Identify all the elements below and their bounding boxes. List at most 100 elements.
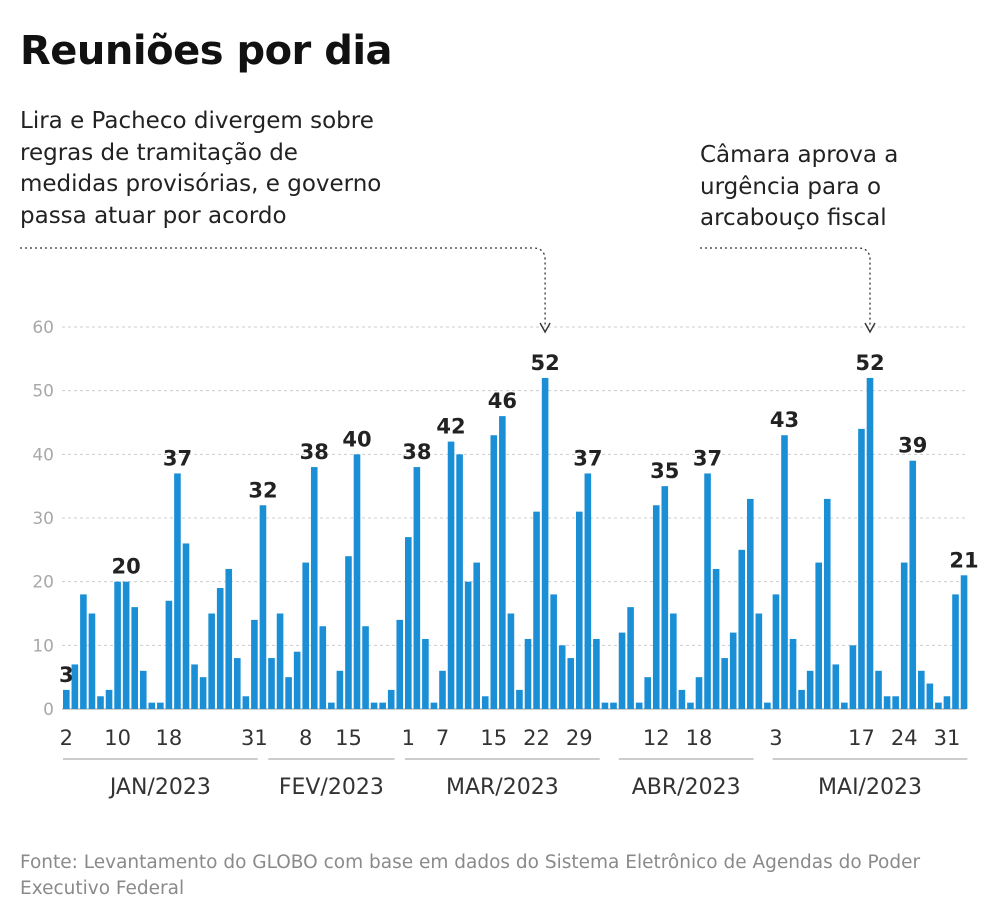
y-tick-label: 50 bbox=[32, 382, 54, 402]
bar bbox=[883, 696, 891, 709]
x-tick-label: 31 bbox=[241, 726, 268, 750]
bar bbox=[678, 689, 686, 709]
bar bbox=[387, 689, 395, 709]
bar bbox=[353, 454, 361, 709]
x-tick-label: 2 bbox=[60, 726, 73, 750]
bar bbox=[781, 435, 788, 709]
bar bbox=[71, 664, 79, 709]
y-tick-label: 40 bbox=[32, 445, 54, 465]
data-label: 20 bbox=[112, 555, 141, 579]
bar bbox=[627, 607, 634, 709]
callouts bbox=[20, 247, 876, 334]
x-tick-label: 31 bbox=[934, 726, 961, 750]
bar bbox=[635, 702, 643, 709]
bar bbox=[644, 677, 651, 709]
bars bbox=[63, 377, 968, 709]
bar bbox=[430, 702, 438, 709]
bar bbox=[900, 562, 908, 709]
bar bbox=[858, 428, 865, 709]
bar bbox=[721, 658, 728, 709]
bar bbox=[413, 467, 421, 709]
bar bbox=[447, 441, 455, 709]
data-label: 35 bbox=[650, 459, 679, 483]
bar bbox=[866, 377, 874, 709]
bar bbox=[490, 435, 498, 709]
annotation-fiscal-framework: Câmara aprova a urgência para o arcabouç… bbox=[700, 142, 899, 231]
bar bbox=[550, 594, 557, 709]
bar bbox=[601, 702, 609, 709]
bar bbox=[88, 613, 96, 709]
x-tick-label: 15 bbox=[335, 726, 362, 750]
month-label: MAR/2023 bbox=[446, 775, 559, 800]
bar bbox=[328, 702, 335, 709]
chart-title: Reuniões por dia bbox=[20, 28, 393, 74]
bar bbox=[208, 613, 215, 709]
bar bbox=[165, 600, 173, 709]
bar bbox=[499, 416, 506, 709]
bar bbox=[533, 511, 540, 709]
data-label: 46 bbox=[488, 389, 517, 413]
x-tick-label: 7 bbox=[436, 726, 449, 750]
bar bbox=[661, 486, 669, 709]
bar bbox=[729, 632, 737, 709]
bar bbox=[216, 588, 224, 709]
bar bbox=[652, 505, 660, 709]
bar bbox=[139, 670, 147, 709]
bar bbox=[841, 702, 848, 709]
bar bbox=[738, 549, 746, 709]
bar bbox=[576, 511, 583, 709]
y-tick-label: 0 bbox=[43, 700, 54, 720]
bar bbox=[618, 632, 626, 709]
source-note: Fonte: Levantamento do GLOBO com base em… bbox=[20, 852, 921, 899]
x-tick-label: 24 bbox=[891, 726, 918, 750]
bar bbox=[584, 473, 592, 709]
callout-arrowhead bbox=[539, 322, 551, 334]
bar bbox=[960, 575, 968, 709]
bar bbox=[832, 664, 840, 709]
bar bbox=[80, 594, 87, 709]
bar bbox=[456, 454, 463, 709]
y-tick-label: 10 bbox=[32, 636, 54, 656]
bar bbox=[926, 683, 934, 709]
data-label: 52 bbox=[530, 351, 559, 375]
data-label: 42 bbox=[436, 415, 465, 439]
bar bbox=[405, 537, 412, 709]
bar bbox=[234, 658, 241, 709]
bar bbox=[199, 677, 207, 709]
bar bbox=[815, 562, 822, 709]
data-label: 21 bbox=[949, 548, 978, 572]
bar bbox=[806, 670, 814, 709]
x-tick-label: 18 bbox=[156, 726, 183, 750]
x-tick-label: 12 bbox=[643, 726, 670, 750]
month-label: ABR/2023 bbox=[632, 775, 741, 800]
bar bbox=[379, 702, 386, 709]
bar bbox=[114, 581, 121, 709]
bar bbox=[131, 607, 138, 709]
callout-leader bbox=[700, 247, 871, 326]
bar bbox=[712, 568, 720, 709]
bar bbox=[464, 581, 472, 709]
bar bbox=[148, 702, 156, 709]
bar bbox=[268, 658, 275, 709]
bar bbox=[396, 619, 404, 709]
bar bbox=[481, 696, 489, 709]
bar bbox=[695, 677, 703, 709]
bar bbox=[892, 696, 899, 709]
bar bbox=[276, 613, 284, 709]
bar bbox=[670, 613, 677, 709]
bar bbox=[747, 498, 754, 709]
bar bbox=[439, 670, 446, 709]
x-tick-label: 29 bbox=[566, 726, 593, 750]
callout-leader bbox=[20, 247, 546, 326]
month-label: FEV/2023 bbox=[279, 775, 384, 800]
data-label: 38 bbox=[402, 440, 431, 464]
bar bbox=[704, 473, 711, 709]
bar bbox=[593, 638, 600, 709]
bar bbox=[764, 702, 771, 709]
bar bbox=[507, 613, 515, 709]
data-label: 32 bbox=[248, 478, 277, 502]
bar bbox=[541, 377, 549, 709]
month-label: JAN/2023 bbox=[108, 775, 211, 800]
bar bbox=[285, 677, 292, 709]
